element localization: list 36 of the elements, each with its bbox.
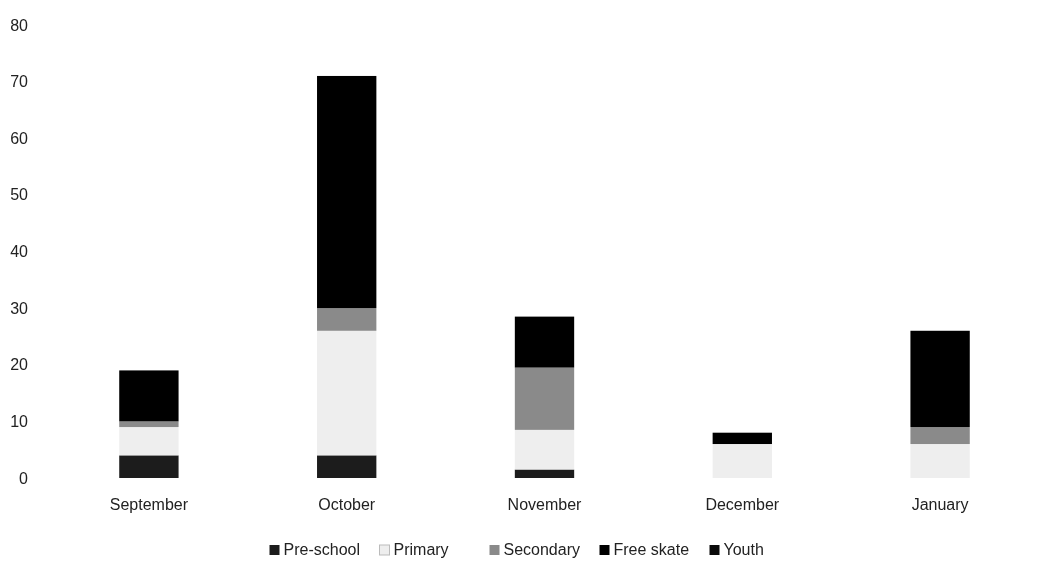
bar [712, 444, 772, 478]
bar [910, 427, 970, 445]
bar [514, 367, 575, 430]
bar [317, 330, 377, 456]
y-tick-label: 80 [10, 16, 29, 34]
bar [514, 469, 575, 478]
bar [910, 444, 970, 478]
bar [119, 427, 179, 456]
legend-label: Pre-school [283, 541, 360, 558]
y-tick-label: 10 [10, 412, 29, 430]
y-tick-label: 70 [10, 73, 29, 91]
legend-label: Secondary [503, 541, 580, 558]
y-tick-label: 50 [10, 186, 29, 204]
bar [910, 330, 970, 428]
bar [712, 432, 772, 445]
bar [317, 455, 377, 478]
x-tick-label: October [318, 496, 376, 513]
legend-label: Free skate [613, 541, 690, 558]
bar [514, 316, 575, 368]
legend-label: Youth [723, 541, 764, 558]
bar [317, 75, 377, 309]
legend-label: Primary [393, 541, 449, 558]
bar [119, 455, 179, 478]
y-tick-label: 20 [10, 356, 29, 374]
y-tick-label: 30 [10, 299, 29, 317]
bar [119, 421, 179, 428]
x-tick-label: December [705, 496, 780, 513]
bar [119, 370, 179, 422]
y-tick-label: 60 [10, 129, 29, 147]
x-tick-label: November [507, 496, 583, 513]
x-tick-label: January [911, 496, 969, 513]
bar [317, 308, 377, 331]
y-tick-label: 0 [19, 469, 29, 487]
x-tick-label: September [109, 496, 189, 513]
bar [514, 429, 575, 470]
y-tick-label: 40 [10, 243, 29, 261]
